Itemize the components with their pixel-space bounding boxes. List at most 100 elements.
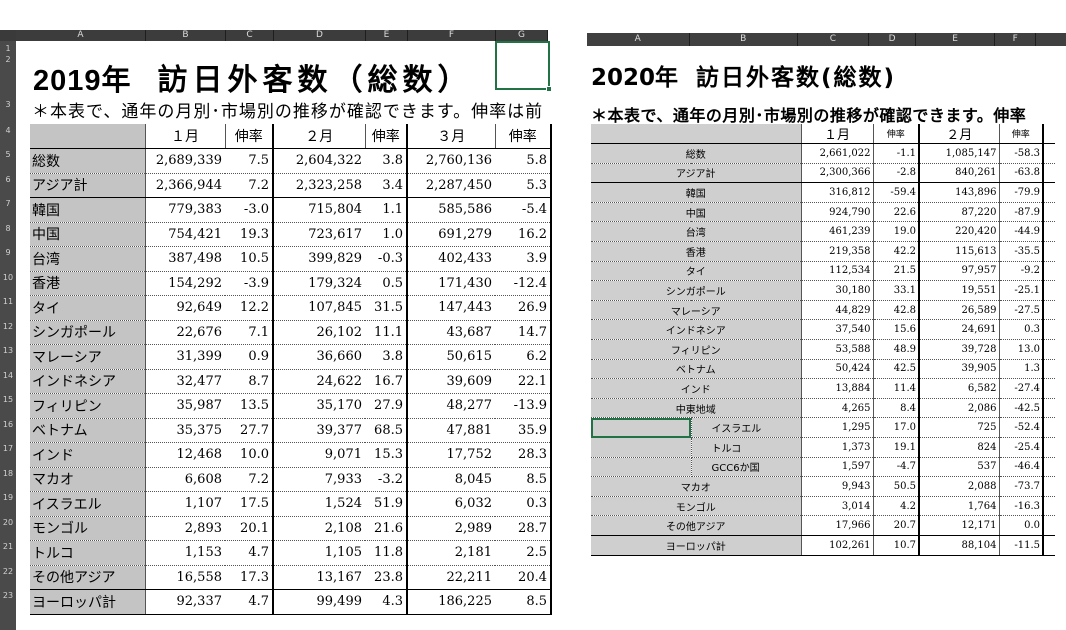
header-rate-feb[interactable]: 伸率 <box>365 124 408 149</box>
row-number[interactable]: 9 <box>5 248 11 257</box>
value-jan[interactable]: 2,661,022 <box>801 143 874 164</box>
row-label[interactable]: ヨーロッパ計 <box>30 589 146 615</box>
row-number[interactable]: 6 <box>5 175 11 184</box>
value-jan[interactable]: 30,180 <box>801 280 874 301</box>
rate-jan[interactable]: -59.4 <box>873 182 920 203</box>
value-feb[interactable]: 1,764 <box>919 496 1000 517</box>
next-column-cell[interactable] <box>1043 378 1055 399</box>
value-mar[interactable]: 48,277 <box>407 393 495 419</box>
rate-feb[interactable]: 13.0 <box>999 339 1044 360</box>
value-feb[interactable]: 2,108 <box>273 516 365 541</box>
row-label[interactable]: 韓国 <box>30 197 146 223</box>
rate-feb[interactable]: -58.3 <box>999 143 1044 164</box>
rate-jan[interactable]: 17.5 <box>225 491 274 517</box>
value-feb[interactable]: 723,617 <box>273 222 365 247</box>
rate-feb[interactable]: 4.3 <box>365 589 408 615</box>
value-jan[interactable]: 16,558 <box>145 565 225 590</box>
next-column-cell[interactable] <box>1043 359 1055 380</box>
value-jan[interactable]: 32,477 <box>145 369 225 394</box>
rate-feb[interactable]: -35.5 <box>999 241 1044 262</box>
value-feb[interactable]: 19,551 <box>919 280 1000 301</box>
rate-feb[interactable]: -3.2 <box>365 467 408 492</box>
rate-jan[interactable]: 42.8 <box>873 300 920 321</box>
rate-mar[interactable]: 2.5 <box>495 540 552 566</box>
rate-feb[interactable]: 1.3 <box>999 359 1044 380</box>
value-feb[interactable]: 2,323,258 <box>273 173 365 198</box>
column-header-b[interactable]: B <box>689 33 798 46</box>
rate-mar[interactable]: 28.3 <box>495 442 552 468</box>
row-number[interactable]: 11 <box>2 297 14 306</box>
selected-cell-g1[interactable] <box>495 41 552 92</box>
header-rate-jan[interactable]: 伸率 <box>873 124 920 145</box>
value-mar[interactable]: 2,287,450 <box>407 173 495 198</box>
value-feb[interactable]: 9,071 <box>273 442 365 468</box>
value-jan[interactable]: 53,588 <box>801 339 874 360</box>
row-number[interactable]: 15 <box>2 395 14 404</box>
row-number[interactable]: 10 <box>2 273 14 282</box>
column-header-g[interactable] <box>1036 33 1066 46</box>
value-jan[interactable]: 112,534 <box>801 261 874 282</box>
rate-jan[interactable]: 48.9 <box>873 339 920 360</box>
row-number[interactable]: 2 <box>5 55 11 64</box>
value-feb[interactable]: 537 <box>919 457 1000 478</box>
header-label-sub[interactable] <box>691 124 802 145</box>
rate-jan[interactable]: 8.7 <box>225 369 274 394</box>
rate-mar[interactable]: 0.3 <box>495 491 552 517</box>
rate-feb[interactable]: 15.3 <box>365 442 408 468</box>
rate-feb[interactable]: 1.1 <box>365 197 408 223</box>
value-jan[interactable]: 219,358 <box>801 241 874 262</box>
row-label[interactable]: インド <box>30 442 146 468</box>
column-header-d[interactable]: D <box>274 30 366 41</box>
column-header-e[interactable]: E <box>366 30 408 41</box>
rate-feb[interactable]: 51.9 <box>365 491 408 517</box>
rate-feb[interactable]: 21.6 <box>365 516 408 541</box>
next-column-cell[interactable] <box>1043 182 1055 203</box>
value-mar[interactable]: 47,881 <box>407 418 495 443</box>
value-mar[interactable]: 39,609 <box>407 369 495 394</box>
value-jan[interactable]: 50,424 <box>801 359 874 380</box>
next-column-cell[interactable] <box>1043 417 1055 438</box>
header-mar[interactable]: ３月 <box>407 124 496 149</box>
rate-feb[interactable]: -46.4 <box>999 457 1044 478</box>
row-label[interactable]: 中国 <box>30 222 146 247</box>
value-feb[interactable]: 7,933 <box>273 467 365 492</box>
row-label[interactable]: 香港 <box>30 271 146 296</box>
row-label[interactable]: マレーシア <box>591 300 802 321</box>
rate-mar[interactable]: 35.9 <box>495 418 552 443</box>
row-number[interactable]: 4 <box>5 126 11 135</box>
rate-mar[interactable]: 6.2 <box>495 344 552 370</box>
value-jan[interactable]: 13,884 <box>801 378 874 399</box>
rate-feb[interactable]: -9.2 <box>999 261 1044 282</box>
row-label[interactable]: ヨーロッパ計 <box>591 535 802 556</box>
next-column-cell[interactable] <box>1043 202 1055 223</box>
header-rate-feb[interactable]: 伸率 <box>999 124 1044 145</box>
sub-indent-cell[interactable] <box>591 457 692 478</box>
next-column-cell[interactable] <box>1043 437 1055 458</box>
value-jan[interactable]: 779,383 <box>145 197 225 223</box>
value-jan[interactable]: 1,373 <box>801 437 874 458</box>
rate-jan[interactable]: 10.0 <box>225 442 274 468</box>
select-all-corner[interactable] <box>0 30 16 41</box>
value-feb[interactable]: 88,104 <box>919 535 1000 556</box>
rate-mar[interactable]: 16.2 <box>495 222 552 247</box>
value-mar[interactable]: 171,430 <box>407 271 495 296</box>
rate-feb[interactable]: -25.1 <box>999 280 1044 301</box>
value-feb[interactable]: 840,261 <box>919 163 1000 184</box>
value-mar[interactable]: 2,989 <box>407 516 495 541</box>
row-label[interactable]: トルコ <box>30 540 146 566</box>
rate-jan[interactable]: 7.2 <box>225 467 274 492</box>
value-jan[interactable]: 924,790 <box>801 202 874 223</box>
row-label[interactable]: マカオ <box>591 476 802 497</box>
value-feb[interactable]: 97,957 <box>919 261 1000 282</box>
column-header-g[interactable]: G <box>496 30 548 41</box>
row-label[interactable]: シンガポール <box>591 280 802 301</box>
rate-jan[interactable]: 42.5 <box>873 359 920 380</box>
rate-mar[interactable]: 26.9 <box>495 295 552 321</box>
rate-mar[interactable]: -12.4 <box>495 271 552 296</box>
value-feb[interactable]: 1,524 <box>273 491 365 517</box>
value-jan[interactable]: 387,498 <box>145 246 225 272</box>
rate-feb[interactable]: -16.3 <box>999 496 1044 517</box>
rate-jan[interactable]: 0.9 <box>225 344 274 370</box>
row-number[interactable]: 12 <box>2 322 14 331</box>
value-jan[interactable]: 92,649 <box>145 295 225 321</box>
